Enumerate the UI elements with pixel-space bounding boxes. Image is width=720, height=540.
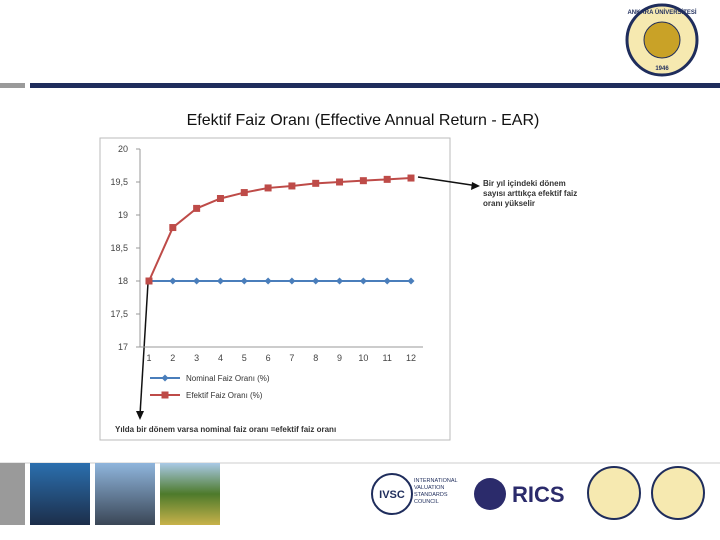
x-tick-label: 11 <box>383 353 392 363</box>
x-tick-label: 3 <box>194 353 199 363</box>
marker <box>407 174 415 182</box>
x-tick-label: 8 <box>313 353 318 363</box>
marker <box>383 175 391 183</box>
logo-year: 1946 <box>655 66 669 72</box>
ivsc-text: INTERNATIONAL VALUATION STANDARDS COUNCI… <box>414 478 458 505</box>
rics-label: RICS <box>512 482 565 507</box>
marker <box>216 277 224 285</box>
photo-field <box>160 463 220 525</box>
marker <box>264 277 272 285</box>
y-tick-label: 19 <box>118 210 128 220</box>
arrow-down <box>139 282 149 416</box>
x-tick-label: 9 <box>337 353 342 363</box>
y-tick-label: 18 <box>118 276 128 286</box>
marker <box>359 277 367 285</box>
marker <box>240 277 248 285</box>
y-tick-label: 19,5 <box>110 177 128 187</box>
logo-name: ANKARA ÜNİVERSİTESİ <box>627 9 696 16</box>
rics-lion <box>474 478 506 510</box>
x-tick-label: 6 <box>266 353 271 363</box>
ivsc-logo <box>371 473 413 515</box>
arrow-right-head <box>471 182 480 190</box>
photo-towers <box>95 463 155 525</box>
logo-footer-2 <box>651 466 705 520</box>
marker <box>169 277 177 285</box>
x-tick-label: 10 <box>358 353 368 363</box>
marker <box>169 224 177 232</box>
marker <box>407 277 415 285</box>
arrow-down-head <box>136 411 144 420</box>
marker <box>336 178 344 186</box>
marker <box>288 277 296 285</box>
x-tick-label: 4 <box>218 353 223 363</box>
logo-inner <box>643 21 681 59</box>
arrow-right <box>417 176 479 187</box>
y-tick-label: 20 <box>118 144 128 154</box>
photo-city <box>30 463 90 525</box>
marker <box>312 179 320 187</box>
logo-footer-1 <box>587 466 641 520</box>
legend-marker <box>161 391 169 399</box>
marker <box>359 177 367 185</box>
annotation: Yılda bir dönem varsa nominal faiz oranı… <box>115 425 337 434</box>
legend-marker <box>161 374 169 382</box>
slide-title: Efektif Faiz Oranı (Effective Annual Ret… <box>187 112 540 129</box>
marker <box>240 189 248 197</box>
top-bar-gray <box>0 83 25 88</box>
x-tick-label: 12 <box>406 353 416 363</box>
ivsc-text-box: INTERNATIONAL VALUATION STANDARDS COUNCI… <box>414 478 458 505</box>
marker <box>383 277 391 285</box>
marker <box>193 277 201 285</box>
legend-label: Nominal Faiz Oranı (%) <box>186 374 270 383</box>
x-tick-label: 7 <box>289 353 294 363</box>
marker <box>336 277 344 285</box>
x-tick-label: 1 <box>146 353 151 363</box>
marker <box>145 277 153 285</box>
marker <box>288 182 296 190</box>
marker <box>193 204 201 212</box>
footer-gray <box>0 463 25 525</box>
legend-label: Efektif Faiz Oranı (%) <box>186 391 263 400</box>
y-tick-label: 17 <box>118 342 128 352</box>
y-tick-label: 17,5 <box>110 309 128 319</box>
annotation: Bir yıl içindeki dönem sayısı arttıkça e… <box>483 179 578 208</box>
top-bar <box>30 83 720 88</box>
x-tick-label: 5 <box>242 353 247 363</box>
y-tick-label: 18,5 <box>110 243 128 253</box>
marker <box>312 277 320 285</box>
series-line <box>148 177 412 282</box>
marker <box>264 184 272 192</box>
marker <box>216 195 224 202</box>
ivsc-label: IVSC <box>379 489 405 501</box>
x-tick-label: 2 <box>170 353 175 363</box>
